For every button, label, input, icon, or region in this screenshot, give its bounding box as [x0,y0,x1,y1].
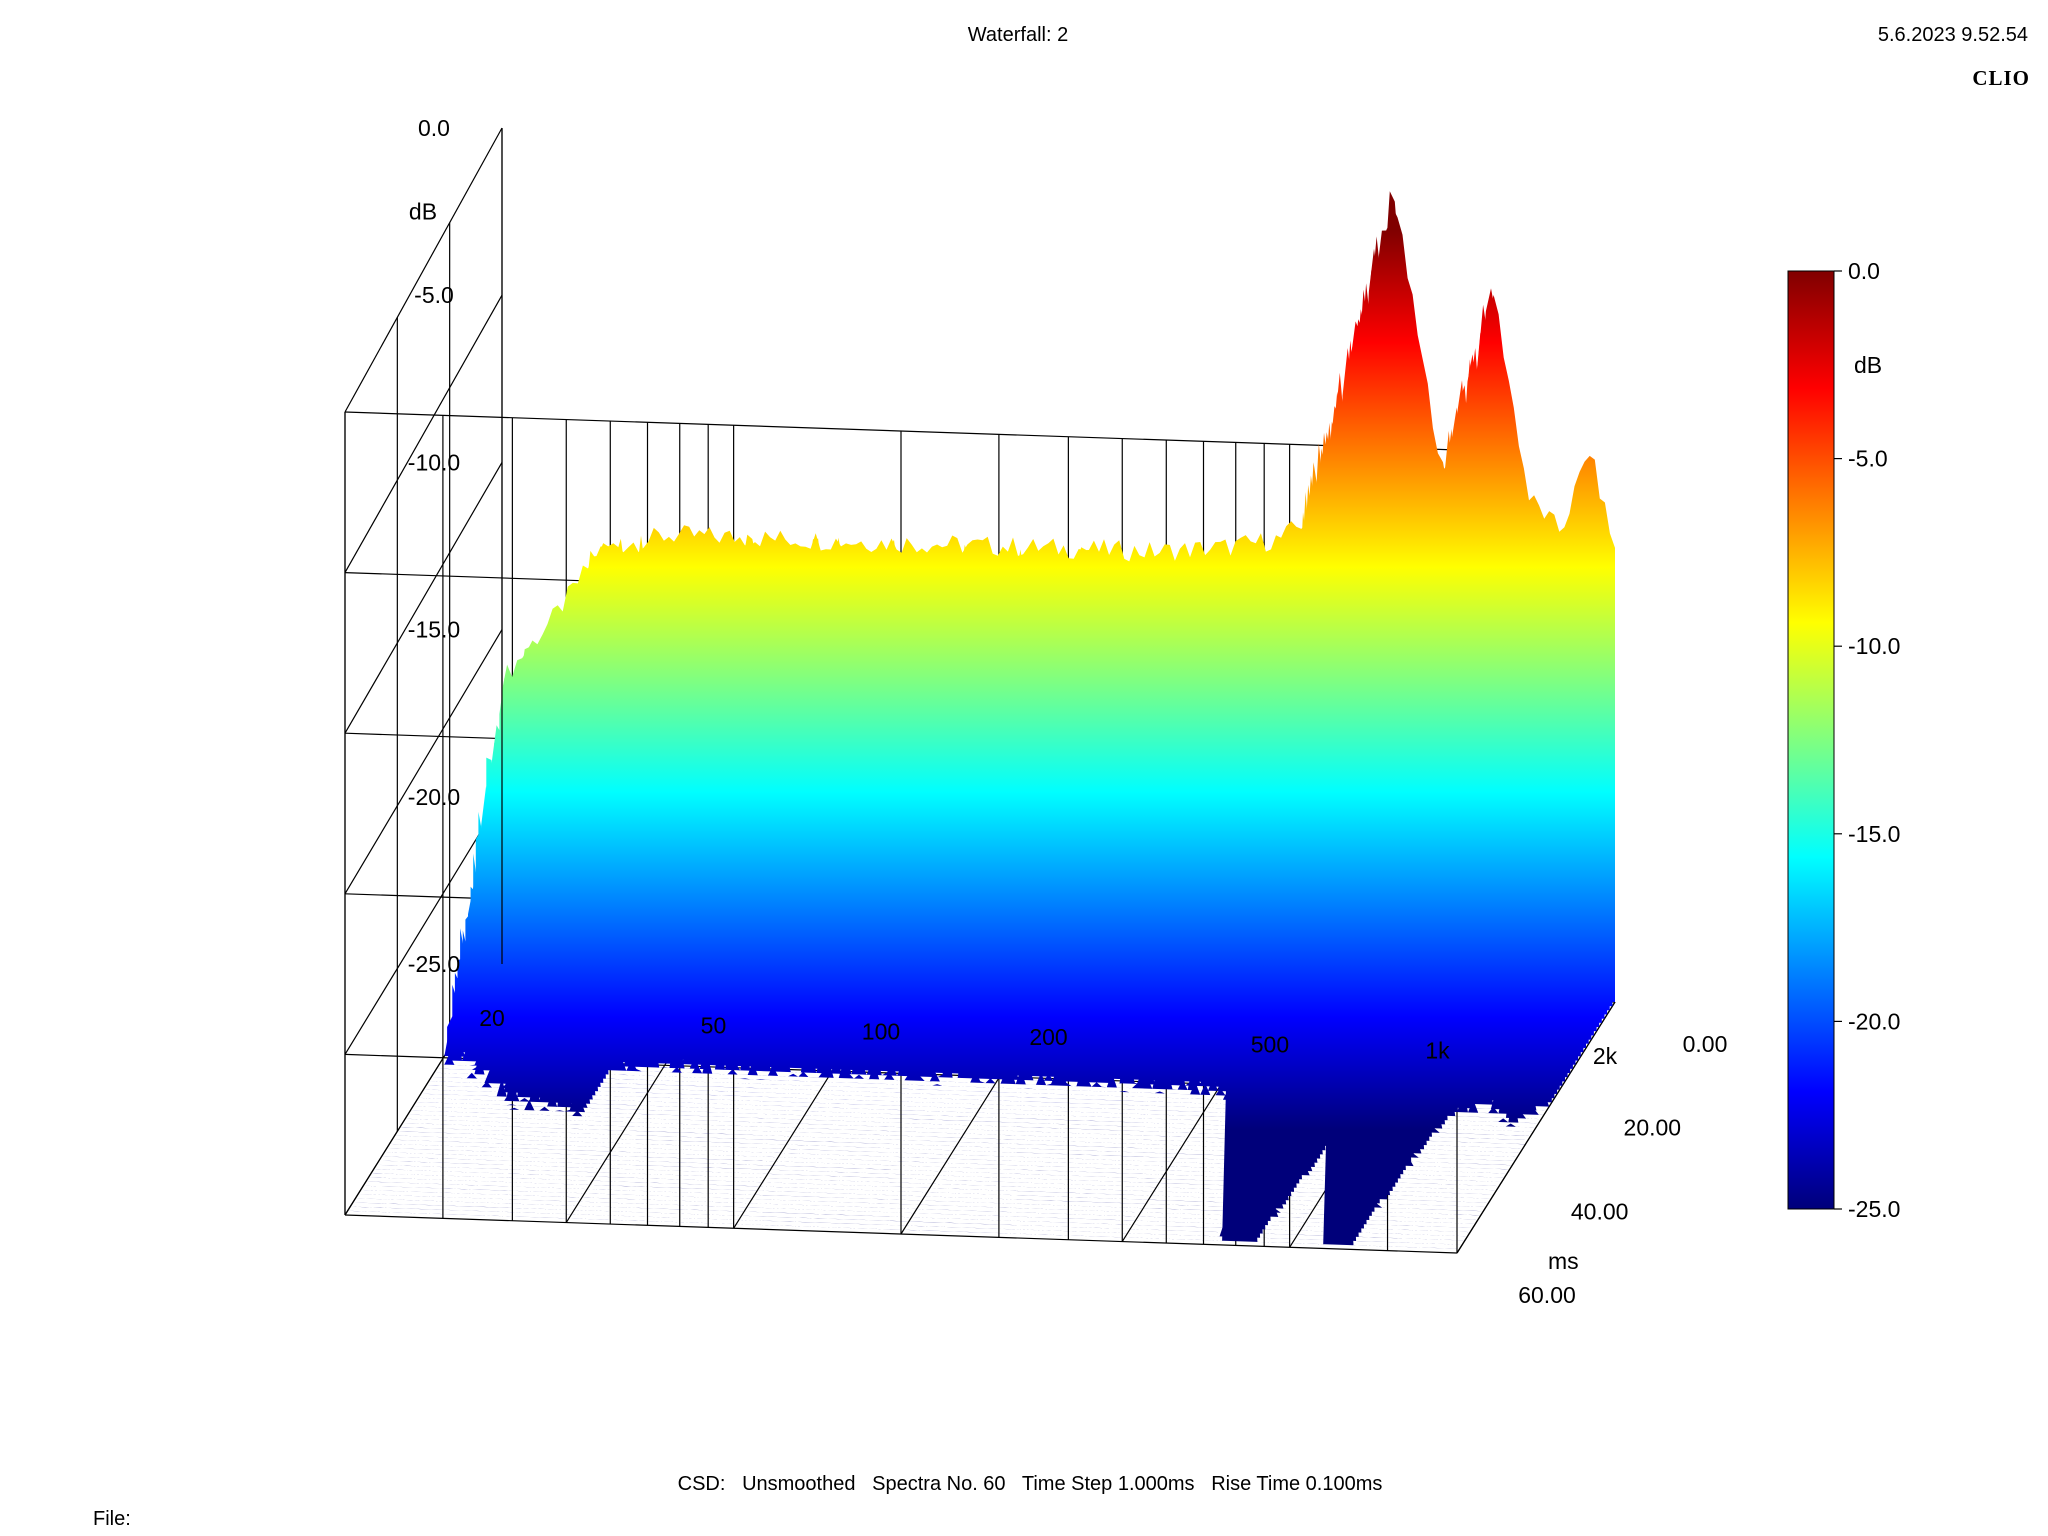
side-wall-gridline [344,462,503,734]
colorbar-tick-label: -10.0 [1848,633,1900,659]
colorbar-tick-label: -20.0 [1848,1008,1900,1034]
chart-title: Waterfall: 2 [967,24,1069,46]
colorbar-label: dB [1854,352,1882,378]
side-wall-gridline [344,127,503,413]
back-wall-gridline [344,411,1458,451]
colorbar-tick-label: -25.0 [1848,1196,1900,1222]
colorbar-tick-label: -15.0 [1848,821,1900,847]
measurement-settings: CSD: Unsmoothed Spectra No. 60 Time Step… [677,1473,1383,1495]
colorbar-tick-label: 0.0 [1848,258,1880,284]
y-tick-label: -20.0 [408,784,460,810]
side-wall-gridline [344,294,503,573]
x-tick-label: 50 [701,1013,727,1039]
x-tick-label: 500 [1251,1032,1289,1058]
colorbar [1787,270,1835,1210]
z-tick-label: 0.00 [1683,1031,1728,1057]
x-tick-label: 2k [1593,1043,1618,1069]
y-axis-label: dB [409,199,437,225]
y-tick-label: -10.0 [408,449,460,475]
x-tick-label: 1k [1425,1037,1450,1063]
y-tick-label: 0.0 [418,115,450,141]
x-tick-label: 100 [862,1018,900,1044]
y-tick-label: -15.0 [408,617,460,643]
colorbar-tick-label: -5.0 [1848,446,1888,472]
z-tick-label: 20.00 [1624,1115,1682,1141]
z-axis-label: ms [1548,1248,1579,1274]
z-tick-label: 40.00 [1571,1198,1629,1224]
z-tick-label: 60.00 [1518,1282,1576,1308]
y-tick-label: -25.0 [408,951,460,977]
file-label: File: [93,1508,131,1530]
x-tick-label: 20 [479,1005,505,1031]
y-tick-label: -5.0 [414,282,454,308]
clio-logo: CLIO [1972,66,2030,90]
x-tick-label: 200 [1029,1024,1067,1050]
timestamp: 5.6.2023 9.52.54 [1877,24,2028,46]
waterfall-slice [502,207,1615,1002]
side-wall-gridline [344,629,503,895]
